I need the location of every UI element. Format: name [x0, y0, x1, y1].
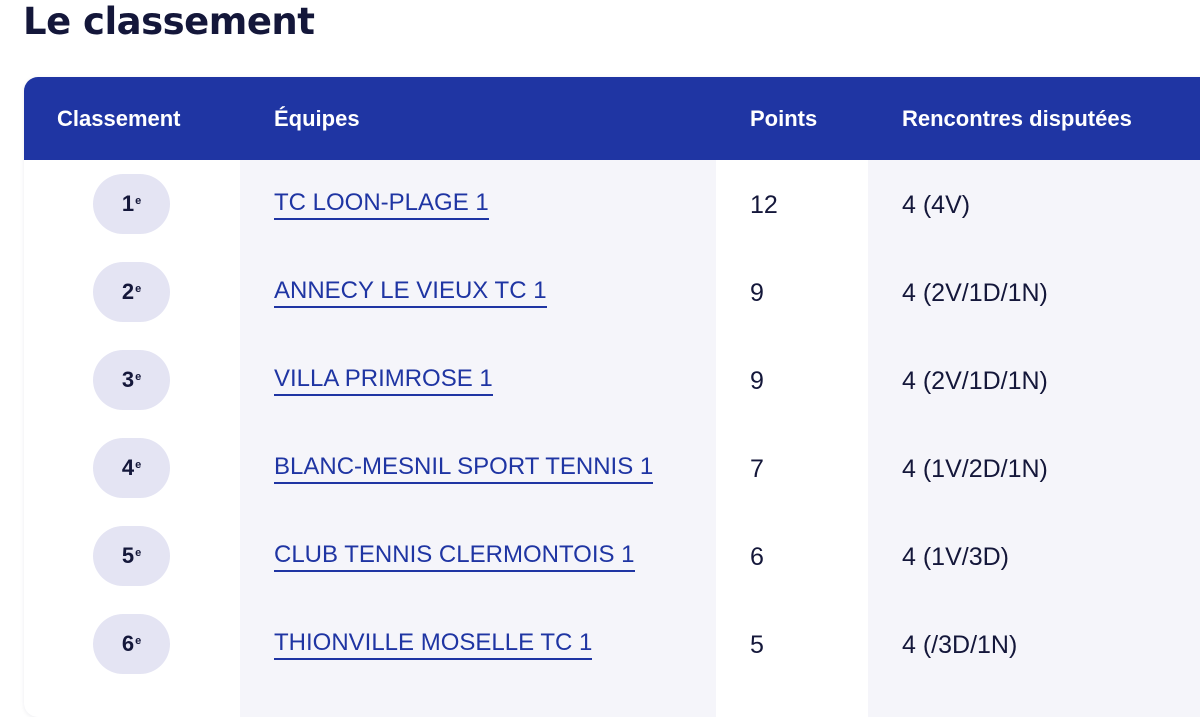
matches-value: 4 (4V) [902, 191, 971, 219]
header-rank: Classement [57, 106, 181, 131]
team-link[interactable]: CLUB TENNIS CLERMONTOIS 1 [274, 541, 635, 572]
table-header: Classement Équipes Points Rencontres dis… [24, 77, 1200, 160]
points-value: 6 [750, 543, 764, 571]
points-value: 12 [750, 191, 778, 219]
points-value: 5 [750, 631, 764, 659]
standings-table: Classement Équipes Points Rencontres dis… [24, 77, 1200, 717]
matches-value: 4 (/3D/1N) [902, 631, 1018, 659]
team-link[interactable]: TC LOON-PLAGE 1 [274, 189, 489, 220]
points-value: 9 [750, 367, 764, 395]
points-value: 7 [750, 455, 764, 483]
team-link[interactable]: BLANC-MESNIL SPORT TENNIS 1 [274, 453, 654, 484]
page-title: Le classement [23, 0, 315, 43]
matches-value: 4 (2V/1D/1N) [902, 279, 1048, 307]
header-points: Points [750, 106, 818, 131]
team-link[interactable]: THIONVILLE MOSELLE TC 1 [274, 629, 593, 660]
matches-value: 4 (1V/3D) [902, 543, 1009, 571]
header-team: Équipes [274, 106, 360, 131]
matches-value: 4 (1V/2D/1N) [902, 455, 1048, 483]
points-column-bg [716, 160, 868, 717]
matches-value: 4 (2V/1D/1N) [902, 367, 1048, 395]
team-link[interactable]: ANNECY LE VIEUX TC 1 [274, 277, 547, 308]
team-link[interactable]: VILLA PRIMROSE 1 [274, 365, 493, 396]
points-value: 9 [750, 279, 764, 307]
header-matches: Rencontres disputées [902, 106, 1132, 131]
